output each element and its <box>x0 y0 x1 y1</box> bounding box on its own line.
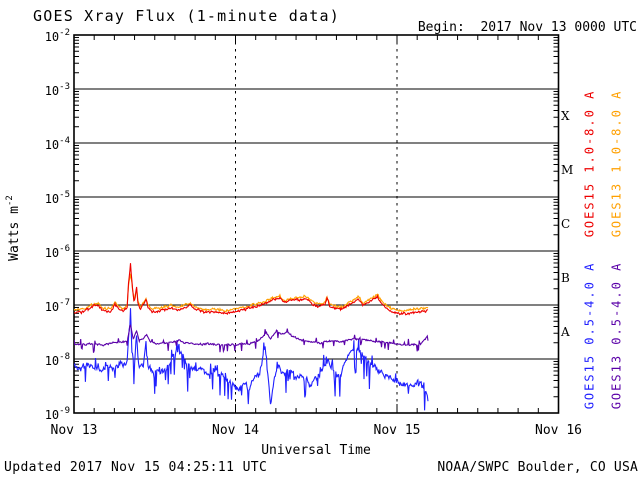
x-tick-label: Nov 16 <box>535 423 582 438</box>
trace-goes13-0540 <box>74 324 429 354</box>
x-tick-label: Nov 14 <box>212 423 259 438</box>
y-axis-title-text: Watts m-2 <box>5 195 23 261</box>
y-tick-label: 10-2 <box>44 28 70 44</box>
trace-goes15-1080 <box>74 263 429 316</box>
flare-class-x: X <box>561 109 570 123</box>
x-axis-title: Universal Time <box>261 443 371 458</box>
y-tick-label: 10-8 <box>44 352 70 368</box>
flare-class-m: M <box>561 163 574 177</box>
page-title: GOES Xray Flux (1-minute data) <box>33 7 340 25</box>
y-tick-label: 10-3 <box>44 82 70 98</box>
flare-class-a: A <box>561 325 570 339</box>
flare-class-b: B <box>561 271 570 285</box>
y-axis-title: Watts m-2 <box>5 158 23 298</box>
y-tick-label: 10-6 <box>44 244 70 260</box>
legend-goes15-0540: GOES15 0.5-4.0 A <box>582 261 597 410</box>
legend-goes13-1080: GOES13 1.0-8.0 A <box>609 89 624 238</box>
y-tick-label: 10-7 <box>44 298 70 314</box>
y-tick-label: 10-4 <box>44 136 70 152</box>
flare-class-c: C <box>561 217 571 231</box>
y-tick-label: 10-5 <box>44 190 70 206</box>
x-tick-label: Nov 15 <box>373 423 421 438</box>
trace-goes15-0540 <box>74 308 429 411</box>
legend-goes15-1080: GOES15 1.0-8.0 A <box>582 89 597 238</box>
legend-goes13-0540: GOES13 0.5-4.0 A <box>609 261 624 410</box>
begin-timestamp: Begin: 2017 Nov 13 0000 UTC <box>417 20 637 35</box>
updated-timestamp: Updated 2017 Nov 15 04:25:11 UTC <box>4 460 268 475</box>
source-attribution: NOAA/SWPC Boulder, CO USA <box>437 460 638 475</box>
y-tick-label: 10-9 <box>44 406 70 422</box>
x-tick-label: Nov 13 <box>50 423 98 438</box>
